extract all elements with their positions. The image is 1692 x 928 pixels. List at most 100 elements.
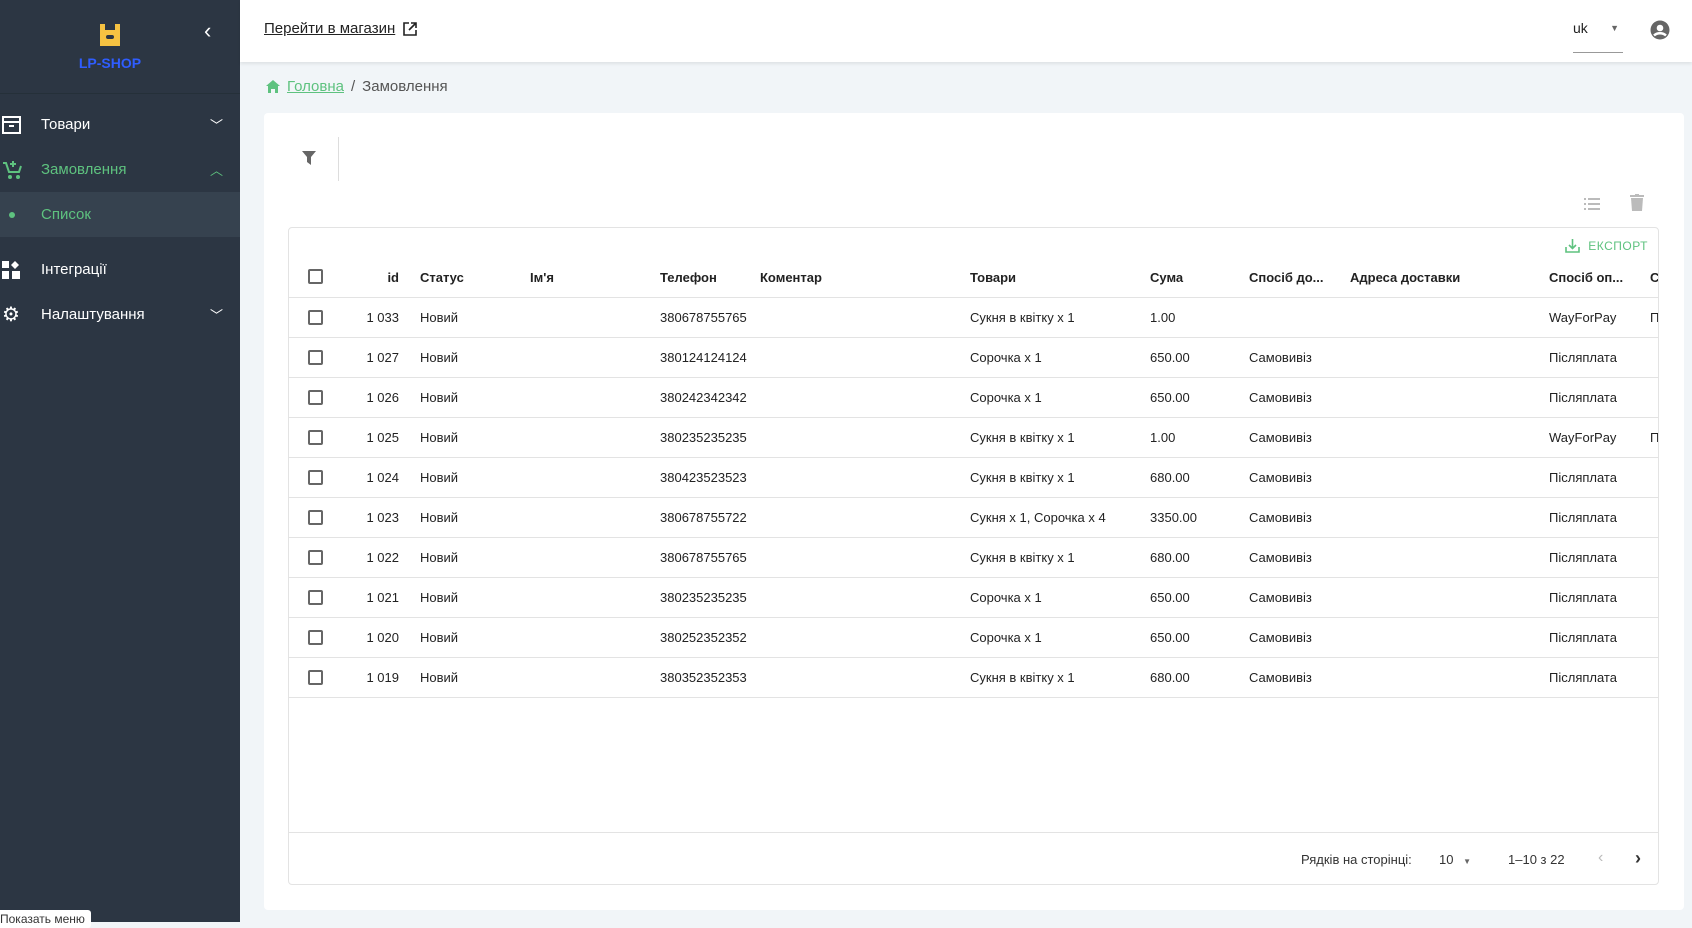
- table-row[interactable]: 1 021 Новий 380235235235 Сорочка x 1 650.00 С…: [289, 578, 1658, 618]
- table-row[interactable]: 1 020 Новий 380252352352 Сорочка x 1 650.00 С…: [289, 618, 1658, 658]
- cell-col-s: [1650, 458, 1658, 497]
- dropdown-arrow-icon: ▼: [1610, 23, 1619, 33]
- cell-id: 1 026: [366, 390, 399, 405]
- cell-delivery-address: [1350, 618, 1540, 657]
- cell-products: Сукня в квітку x 1: [970, 430, 1075, 445]
- row-checkbox[interactable]: [308, 630, 323, 645]
- cell-phone: 380423523523: [660, 470, 747, 485]
- column-header-sum[interactable]: Сума: [1150, 269, 1184, 285]
- row-checkbox[interactable]: [308, 590, 323, 605]
- cell-delivery-address: [1350, 538, 1540, 577]
- previous-page-button[interactable]: ‹: [1598, 849, 1604, 866]
- sidebar-item-settings[interactable]: ⚙ Налаштування ﹀: [0, 292, 240, 337]
- cell-comment: [760, 578, 960, 617]
- rows-per-page-select[interactable]: 10 ▼: [1439, 852, 1479, 867]
- cell-name: [530, 618, 650, 657]
- cell-delivery-method: Самовивіз: [1249, 390, 1312, 405]
- chevron-down-icon: ﹀: [210, 118, 224, 133]
- cell-name: [530, 498, 650, 537]
- row-checkbox[interactable]: [308, 510, 323, 525]
- logo[interactable]: LP-SHOP: [70, 22, 150, 71]
- tooltip: Показать меню: [0, 910, 91, 928]
- column-list-icon[interactable]: [1584, 197, 1600, 215]
- cell-delivery-address: [1350, 338, 1540, 377]
- go-to-shop-label: Перейти в магазин: [264, 20, 396, 37]
- cell-sum: 1.00: [1150, 310, 1176, 325]
- table-row[interactable]: 1 027 Новий 380124124124 Сорочка x 1 650.00 С…: [289, 338, 1658, 378]
- filter-icon[interactable]: [302, 151, 316, 170]
- table-row[interactable]: 1 019 Новий 380352352353 Сукня в квітку x 1…: [289, 658, 1658, 698]
- sidebar-item-orders[interactable]: Замовлення ︿: [0, 147, 240, 192]
- table-row[interactable]: 1 022 Новий 380678755765 Сукня в квітку x 1…: [289, 538, 1658, 578]
- cell-delivery-method: Самовивіз: [1249, 430, 1312, 445]
- cell-sum: 680.00: [1150, 550, 1190, 565]
- column-header-id[interactable]: id: [387, 269, 399, 285]
- table-row[interactable]: 1 023 Новий 380678755722 Сукня x 1, Сорочка…: [289, 498, 1658, 538]
- cell-phone: 380242342342: [660, 390, 747, 405]
- sidebar-item-integrations[interactable]: Інтеграції: [0, 247, 240, 292]
- divider: [338, 137, 339, 181]
- row-checkbox[interactable]: [308, 350, 323, 365]
- column-header-comment[interactable]: Коментар: [760, 269, 822, 285]
- sidebar: LP-SHOP ‹ Товари ﹀ Замовлення ︿ Список І…: [0, 0, 240, 928]
- cell-sum: 650.00: [1150, 630, 1190, 645]
- cell-name: [530, 378, 650, 417]
- next-page-button[interactable]: ›: [1635, 848, 1641, 868]
- chevron-down-icon: ﹀: [210, 308, 224, 323]
- download-icon: [1565, 239, 1581, 253]
- table-row[interactable]: 1 033 Новий 380678755765 Сукня в квітку x 1…: [289, 298, 1658, 338]
- cell-col-s: [1650, 618, 1658, 657]
- sidebar-item-label: Налаштування: [41, 306, 145, 323]
- cell-delivery-address: [1350, 418, 1540, 457]
- cell-sum: 650.00: [1150, 390, 1190, 405]
- cell-name: [530, 418, 650, 457]
- column-header-products[interactable]: Товари: [970, 269, 1017, 285]
- cell-delivery-method: Самовивіз: [1249, 510, 1312, 525]
- cell-status: Новий: [420, 350, 459, 365]
- column-header-payment-method[interactable]: Спосіб оп...: [1549, 269, 1624, 285]
- cell-payment-method: Післяплата: [1549, 670, 1617, 685]
- select-all-checkbox[interactable]: [308, 269, 323, 284]
- column-header-col-s[interactable]: С: [1650, 269, 1659, 285]
- export-button[interactable]: ЕКСПОРТ: [1565, 238, 1648, 253]
- column-header-status[interactable]: Статус: [420, 269, 464, 285]
- row-checkbox[interactable]: [308, 430, 323, 445]
- language-select[interactable]: uk ▼: [1573, 20, 1623, 53]
- row-checkbox[interactable]: [308, 310, 323, 325]
- widgets-icon: [0, 260, 41, 279]
- cell-products: Сукня в квітку x 1: [970, 670, 1075, 685]
- column-header-name[interactable]: Ім'я: [530, 269, 554, 285]
- column-header-phone[interactable]: Телефон: [660, 269, 717, 285]
- cell-status: Новий: [420, 510, 459, 525]
- cell-payment-method: Післяплата: [1549, 590, 1617, 605]
- row-checkbox[interactable]: [308, 390, 323, 405]
- sidebar-item-list[interactable]: Список: [0, 192, 240, 237]
- column-header-delivery-address[interactable]: Адреса доставки: [1350, 269, 1461, 285]
- cell-payment-method: WayForPay: [1549, 310, 1617, 325]
- cell-comment: [760, 658, 960, 697]
- cell-id: 1 024: [366, 470, 399, 485]
- breadcrumb-home[interactable]: Головна: [287, 78, 344, 95]
- user-account-icon[interactable]: [1650, 20, 1670, 45]
- table-row[interactable]: 1 026 Новий 380242342342 Сорочка x 1 650.00 С…: [289, 378, 1658, 418]
- cell-col-s: П: [1650, 310, 1659, 325]
- column-header-delivery-method[interactable]: Спосіб до...: [1249, 269, 1324, 285]
- cell-delivery-address: [1350, 298, 1540, 337]
- cell-status: Новий: [420, 390, 459, 405]
- cell-id: 1 027: [366, 350, 399, 365]
- row-checkbox[interactable]: [308, 470, 323, 485]
- dot-icon: [0, 211, 41, 218]
- go-to-shop-link[interactable]: Перейти в магазин: [264, 20, 418, 37]
- sidebar-item-products[interactable]: Товари ﹀: [0, 102, 240, 147]
- row-checkbox[interactable]: [308, 550, 323, 565]
- delete-icon[interactable]: [1630, 194, 1644, 216]
- cell-products: Сукня в квітку x 1: [970, 550, 1075, 565]
- table-row[interactable]: 1 025 Новий 380235235235 Сукня в квітку x 1…: [289, 418, 1658, 458]
- cell-phone: 380235235235: [660, 430, 747, 445]
- cell-products: Сорочка x 1: [970, 350, 1042, 365]
- sidebar-item-label: Замовлення: [41, 161, 127, 178]
- collapse-sidebar-icon[interactable]: ‹: [204, 18, 212, 43]
- table-row[interactable]: 1 024 Новий 380423523523 Сукня в квітку x 1…: [289, 458, 1658, 498]
- row-checkbox[interactable]: [308, 670, 323, 685]
- cell-delivery-address: [1350, 658, 1540, 697]
